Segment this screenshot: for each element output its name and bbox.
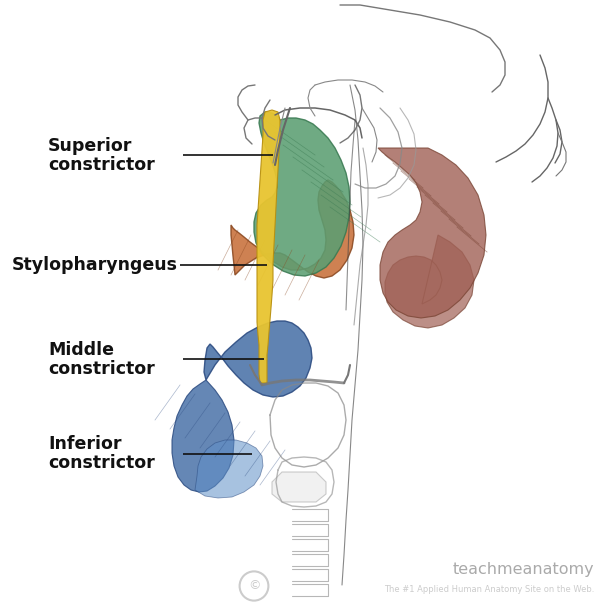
Polygon shape	[172, 380, 234, 492]
Polygon shape	[204, 321, 312, 397]
Polygon shape	[272, 472, 326, 502]
Polygon shape	[385, 235, 474, 328]
Text: The #1 Applied Human Anatomy Site on the Web.: The #1 Applied Human Anatomy Site on the…	[383, 585, 594, 594]
Polygon shape	[231, 180, 354, 278]
Text: Middle
constrictor: Middle constrictor	[48, 340, 155, 378]
Text: Inferior
constrictor: Inferior constrictor	[48, 435, 155, 473]
Polygon shape	[195, 440, 263, 498]
Text: teachmeanatomy: teachmeanatomy	[452, 562, 594, 577]
Polygon shape	[254, 112, 350, 276]
Polygon shape	[378, 148, 486, 318]
Text: ©: ©	[248, 580, 260, 593]
Polygon shape	[257, 110, 280, 383]
Text: Superior
constrictor: Superior constrictor	[48, 136, 155, 174]
Text: Stylopharyngeus: Stylopharyngeus	[12, 256, 178, 274]
